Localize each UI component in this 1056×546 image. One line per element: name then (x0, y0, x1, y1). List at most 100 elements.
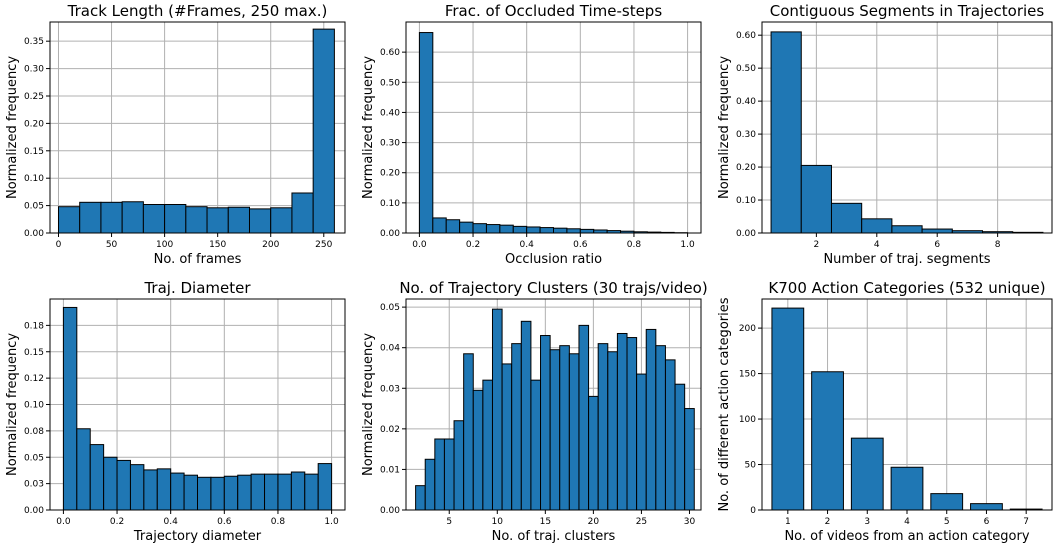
histogram-bar (100, 201, 123, 234)
histogram-bar (270, 207, 293, 234)
x-tick-label: 0.8 (627, 240, 642, 250)
histogram-bar (921, 228, 953, 234)
x-tick-label: 25 (636, 517, 647, 527)
y-tick-label: 0.10 (380, 199, 400, 209)
histogram-bar (317, 463, 333, 511)
histogram-bar (684, 408, 695, 511)
y-tick-label: 0.35 (24, 37, 44, 47)
histogram-bar (890, 466, 924, 511)
histogram-bar (566, 228, 581, 234)
histogram-bar (970, 503, 1003, 511)
histogram-bar (432, 217, 447, 234)
x-tick-label: 1.0 (324, 517, 339, 527)
histogram-bar (424, 458, 436, 511)
histogram-bar (512, 225, 528, 234)
x-tick-label: 0.2 (466, 240, 480, 250)
y-tick-label: 0.20 (736, 163, 756, 173)
chart-title: Traj. Diameter (143, 279, 251, 297)
y-axis-label: No. of different action categories (717, 297, 732, 511)
x-tick-label: 250 (315, 240, 332, 250)
histogram-bar (626, 337, 638, 511)
histogram-bar (636, 373, 647, 511)
chart-title: K700 Action Categories (532 unique) (768, 279, 1045, 297)
histogram-bar (830, 202, 863, 234)
histogram-bar (129, 464, 145, 511)
histogram-bar (616, 332, 628, 511)
y-tick-label: 0.40 (380, 108, 400, 118)
histogram-bar (250, 473, 266, 511)
histogram-bar (463, 353, 474, 511)
histogram-bar (434, 438, 445, 511)
histogram-bar (62, 306, 78, 511)
histogram-bar (210, 476, 225, 511)
histogram-bar (597, 343, 609, 511)
y-tick-label: 0.15 (24, 147, 44, 157)
x-tick-label: 20 (588, 517, 600, 527)
x-axis-label: No. of frames (154, 252, 242, 267)
x-tick-label: 1 (785, 517, 791, 527)
x-tick-label: 1.0 (680, 240, 695, 250)
y-tick-label: 0.12 (24, 374, 44, 384)
histogram-bar (485, 224, 501, 234)
histogram-bar (312, 28, 335, 234)
histogram-bar (415, 485, 426, 511)
chart-panel-3: 2 4 6 8 0.00 0.10 0.20 0.30 0.40 0.50 0.60 Contiguo… (717, 2, 1053, 267)
x-tick-label: 5 (446, 517, 452, 527)
histogram-bar (103, 456, 118, 511)
y-tick-label: 0.04 (380, 344, 400, 354)
x-tick-label: 150 (209, 240, 226, 250)
histogram-bar (237, 474, 252, 511)
histogram-bar (891, 225, 923, 234)
histogram-bar (771, 307, 805, 511)
x-tick-label: 0.2 (110, 517, 124, 527)
histogram-bar (664, 359, 676, 511)
histogram-bar (540, 335, 551, 511)
histogram-bar (453, 420, 465, 511)
x-tick-label: 0.0 (56, 517, 71, 527)
histogram-bar (770, 31, 802, 234)
y-tick-label: 200 (739, 324, 756, 334)
histogram-bar (549, 349, 561, 511)
histogram-bar (277, 473, 292, 511)
histogram-bar (674, 383, 686, 511)
y-axis-label: Normalized frequency (5, 56, 20, 199)
histogram-bar (588, 395, 599, 511)
y-tick-label: 0.02 (380, 425, 400, 435)
x-tick-label: 15 (540, 517, 551, 527)
histogram-bar (79, 201, 102, 234)
histogram-bar (472, 389, 484, 511)
y-tick-label: 0.00 (24, 506, 44, 516)
x-axis-label: Occlusion ratio (505, 252, 602, 267)
histogram-bar (850, 437, 884, 511)
x-tick-label: 200 (262, 240, 279, 250)
histogram-bar (290, 471, 306, 511)
histogram-bar (472, 223, 487, 234)
y-tick-label: 0.05 (24, 453, 44, 463)
x-tick-label: 4 (904, 517, 910, 527)
x-tick-label: 0.6 (217, 517, 232, 527)
histogram-bar (655, 345, 666, 511)
chart-title: Frac. of Occluded Time-steps (445, 2, 662, 20)
histogram-bar (607, 351, 618, 511)
x-tick-label: 6 (934, 240, 940, 250)
x-tick-label: 5 (944, 517, 950, 527)
y-tick-label: 0.03 (380, 384, 400, 394)
x-tick-label: 0.6 (573, 240, 588, 250)
histogram-bar (861, 218, 893, 234)
y-tick-label: 0.15 (24, 348, 44, 358)
chart-panel-6: 1 2 3 4 5 6 7 0 50 100 150 200 K700 Action Categorie… (717, 279, 1053, 544)
x-tick-label: 2 (814, 240, 820, 250)
y-tick-label: 100 (739, 415, 756, 425)
y-tick-label: 0.40 (736, 97, 756, 107)
y-tick-label: 0.30 (380, 139, 400, 149)
histogram-bar (227, 206, 250, 234)
x-tick-label: 0.8 (271, 517, 286, 527)
histogram-bar (89, 444, 105, 511)
chart-title: No. of Trajectory Clusters (30 trajs/vid… (399, 279, 707, 297)
histogram-bar (223, 475, 239, 511)
y-tick-label: 0.60 (380, 48, 400, 58)
histogram-bar (248, 208, 272, 234)
y-tick-label: 0.03 (24, 480, 44, 490)
histogram-bar (197, 476, 212, 511)
